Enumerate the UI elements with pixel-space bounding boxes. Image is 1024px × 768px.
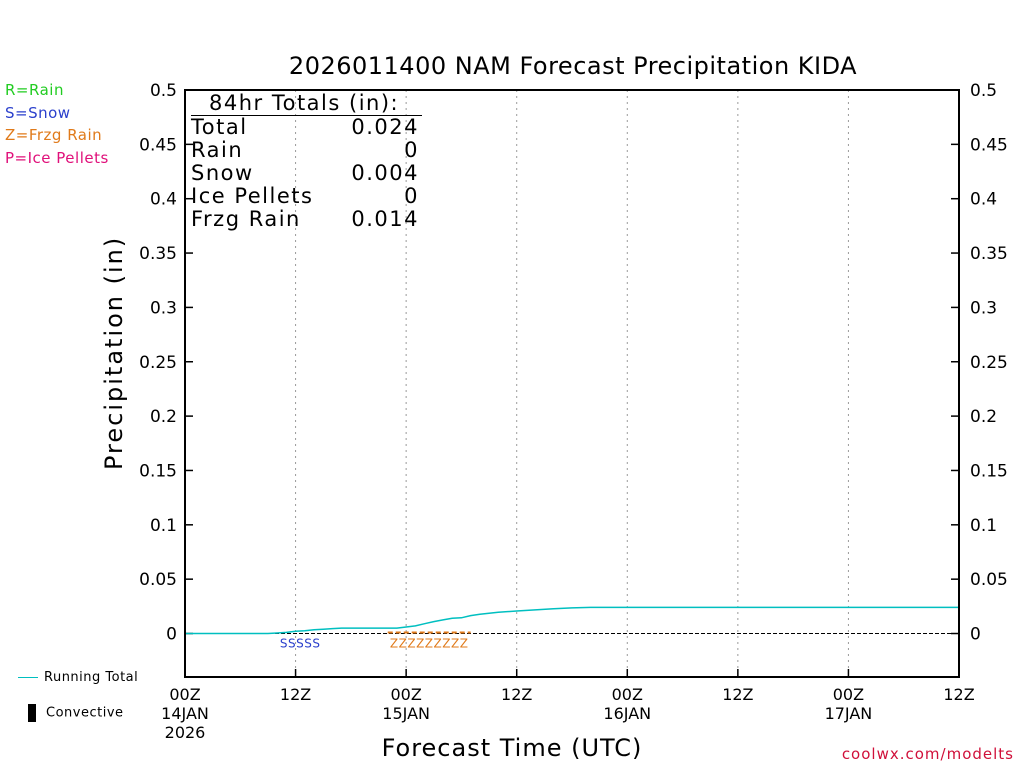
x-axis-label: Forecast Time (UTC)	[381, 734, 643, 762]
key-snow: S=Snow	[5, 104, 71, 122]
y-tick-label-left: 0.45	[139, 135, 177, 155]
axis-ticks: 0 0 0.05 0.05 0.1 0.1 0.15 0.15 0.2 0.2 0.25 0.25 0.…	[139, 81, 1008, 742]
y-tick-label-left: 0.35	[139, 244, 177, 264]
totals-label: Total	[191, 115, 248, 139]
series-layer: SSSSS ZZZZZZZZZ	[185, 606, 959, 651]
y-tick-label-right: 0.35	[970, 244, 1008, 264]
y-tick-label-left: 0.5	[150, 81, 177, 101]
totals-row-total: Total 0.024	[191, 116, 419, 139]
totals-label: Frzg Rain	[191, 207, 301, 231]
x-tick-label: 12Z	[501, 685, 532, 704]
chart-title: 2026011400 NAM Forecast Precipitation KI…	[288, 52, 858, 80]
totals-value: 0.004	[351, 161, 419, 185]
totals-label: Snow	[191, 161, 254, 185]
totals-value: 0	[404, 138, 419, 162]
y-tick-label-right: 0.1	[970, 516, 997, 536]
totals-label: Rain	[191, 138, 244, 162]
y-tick-label-right: 0.4	[970, 190, 997, 210]
x-tick-label: 00Z	[390, 685, 421, 704]
legend-convective-label: Convective	[46, 705, 124, 721]
y-tick-label-left: 0.15	[139, 461, 177, 481]
totals-row-rain: Rain 0	[191, 139, 419, 162]
x-tick-label: 12Z	[722, 685, 753, 704]
convective-swatch-icon	[28, 704, 36, 722]
totals-row-snow: Snow 0.004	[191, 162, 419, 185]
y-tick-label-right: 0.3	[970, 298, 997, 318]
totals-label: Ice Pellets	[191, 184, 314, 208]
x-tick-label: 16JAN	[603, 704, 651, 723]
ptype-marker-label: SSSSS	[280, 637, 321, 651]
x-tick-label: 12Z	[280, 685, 311, 704]
y-tick-label-left: 0.1	[150, 516, 177, 536]
totals-header: 84hr Totals (in):	[191, 92, 422, 116]
y-tick-label-left: 0.3	[150, 298, 177, 318]
y-tick-label-right: 0.25	[970, 353, 1008, 373]
y-tick-label-left: 0.4	[150, 190, 177, 210]
credit-link[interactable]: coolwx.com/modelts	[841, 745, 1014, 763]
running-total-swatch-icon	[18, 677, 38, 678]
y-tick-label-right: 0	[970, 625, 981, 645]
x-tick-label: 17JAN	[825, 704, 873, 723]
x-tick-label: 00Z	[612, 685, 643, 704]
x-tick-label: 00Z	[169, 685, 200, 704]
legend-running-total: Running Total	[18, 670, 138, 685]
totals-value: 0.024	[351, 115, 419, 139]
x-tick-label: 00Z	[833, 685, 864, 704]
y-tick-label-right: 0.5	[970, 81, 997, 101]
x-tick-label: 15JAN	[382, 704, 430, 723]
plot-frame	[184, 89, 960, 678]
totals-value: 0	[404, 184, 419, 208]
legend-running-total-label: Running Total	[44, 670, 139, 685]
y-tick-label-right: 0.45	[970, 135, 1008, 155]
y-tick-label-right: 0.15	[970, 461, 1008, 481]
y-tick-label-left: 0.25	[139, 353, 177, 373]
y-tick-label-right: 0.2	[970, 407, 997, 427]
ptype-marker-label: ZZZZZZZZZ	[390, 637, 469, 651]
y-tick-label-left: 0	[166, 625, 177, 645]
key-rain: R=Rain	[5, 81, 64, 99]
grid-lines	[185, 90, 959, 677]
totals-box: 84hr Totals (in): Total 0.024 Rain 0 Sno…	[191, 92, 422, 231]
key-ice-pellets: P=Ice Pellets	[5, 149, 109, 167]
y-tick-label-left: 0.05	[139, 570, 177, 590]
x-tick-label: 14JAN	[161, 704, 209, 723]
x-tick-label: 2026	[165, 723, 206, 742]
series-line-running-total	[185, 606, 959, 635]
totals-value: 0.014	[351, 207, 419, 231]
totals-row-frzg-rain: Frzg Rain 0.014	[191, 208, 419, 231]
y-tick-label-left: 0.2	[150, 407, 177, 427]
key-frzg-rain: Z=Frzg Rain	[5, 126, 103, 144]
x-tick-label: 12Z	[943, 685, 974, 704]
y-tick-label-right: 0.05	[970, 570, 1008, 590]
totals-row-ice-pellets: Ice Pellets 0	[191, 185, 419, 208]
legend-convective: Convective	[28, 704, 124, 722]
